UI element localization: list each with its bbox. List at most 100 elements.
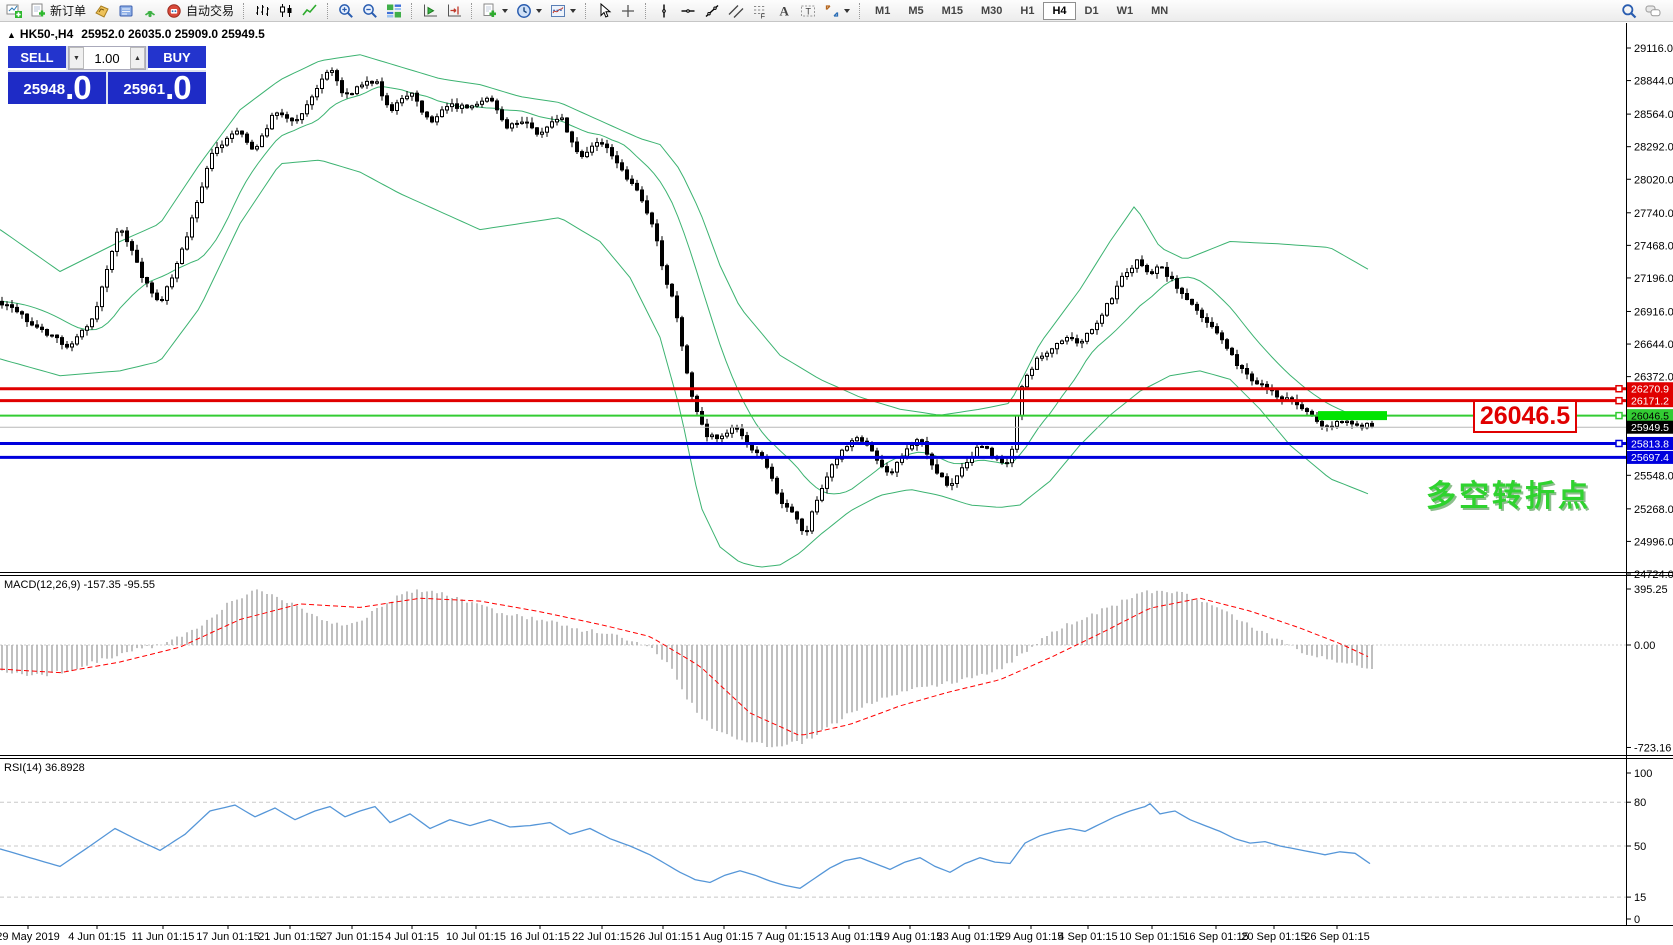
svg-text:16 Sep 01:15: 16 Sep 01:15	[1183, 931, 1248, 943]
price-annotation-box[interactable]: 26046.5	[1473, 400, 1577, 433]
timeframe-mn-button[interactable]: MN	[1151, 4, 1169, 17]
candles-layer	[0, 67, 1374, 536]
cursor-icon	[600, 2, 612, 18]
tile-windows-icon	[387, 4, 402, 17]
sell-button[interactable]: SELL	[8, 46, 66, 70]
signals-icon	[144, 10, 156, 17]
arrows-button[interactable]	[821, 1, 853, 21]
svg-text:28020.0: 28020.0	[1634, 174, 1673, 186]
candlestick-chart-button[interactable]	[275, 1, 297, 21]
timeframe-h4-button[interactable]: H4	[1043, 1, 1076, 20]
dropdown-arrow-icon	[570, 8, 577, 13]
timeframe-d1-button[interactable]: D1	[1084, 4, 1099, 17]
svg-text:T: T	[806, 6, 812, 16]
svg-text:28292.0: 28292.0	[1634, 142, 1673, 154]
timeframe-w1-button[interactable]: W1	[1116, 4, 1134, 17]
templates-button[interactable]	[547, 1, 579, 21]
collapse-ohlc-toggle[interactable]: ▲	[7, 30, 16, 40]
timeframe-m5-button[interactable]: M5	[908, 4, 924, 17]
level-lines[interactable]	[0, 384, 1626, 459]
svg-text:25548.0: 25548.0	[1634, 470, 1673, 482]
periods-button[interactable]	[513, 1, 545, 21]
svg-text:23 Aug 01:15: 23 Aug 01:15	[937, 931, 1002, 943]
svg-text:4 Jun 01:15: 4 Jun 01:15	[68, 931, 126, 943]
price-axis[interactable]: 29116.0 28844.0 28564.0 28292.0 28020.0 27740…	[1626, 43, 1673, 581]
text-button[interactable]: A	[773, 1, 795, 21]
market-watch-button[interactable]	[91, 1, 113, 21]
signals-button[interactable]	[139, 1, 161, 21]
svg-text:29 May 2019: 29 May 2019	[0, 931, 60, 943]
tile-windows-button[interactable]	[383, 1, 405, 21]
vertical-line-button[interactable]	[653, 1, 675, 21]
buy-button[interactable]: BUY	[148, 46, 206, 70]
equidistant-channel-button[interactable]	[725, 1, 747, 21]
svg-text:26171.2: 26171.2	[1631, 395, 1669, 407]
zoom-out-button[interactable]	[359, 1, 381, 21]
svg-text:22 Jul 01:15: 22 Jul 01:15	[572, 931, 632, 943]
rsi-label: RSI(14) 36.8928	[4, 762, 85, 774]
dropdown-arrow-icon	[536, 8, 543, 13]
navigator-icon	[119, 5, 133, 16]
svg-text:25813.8: 25813.8	[1631, 438, 1669, 450]
trendline-button[interactable]	[701, 1, 723, 21]
indicators-button[interactable]	[479, 1, 511, 21]
svg-text:25268.0: 25268.0	[1634, 504, 1673, 516]
autotrading-button[interactable]: 自动交易	[163, 1, 237, 21]
cursor-button[interactable]	[593, 1, 615, 21]
chart-shift-button[interactable]	[443, 1, 465, 21]
line-chart-button[interactable]	[299, 1, 321, 21]
volume-input[interactable]: 1.00	[94, 50, 120, 66]
volume-increase-button[interactable]: ▲	[130, 47, 145, 69]
fibonacci-icon: F	[754, 5, 767, 19]
timeframe-m1-button[interactable]: M1	[875, 4, 891, 17]
timeframe-m15-button[interactable]: M15	[941, 4, 963, 17]
svg-text:4 Jul 01:15: 4 Jul 01:15	[385, 931, 439, 943]
channel-icon	[728, 4, 744, 18]
search-button[interactable]	[1618, 1, 1640, 21]
toolbar-separator	[471, 2, 473, 19]
volume-decrease-button[interactable]: ▼	[69, 47, 84, 69]
svg-text:10 Sep 01:15: 10 Sep 01:15	[1119, 931, 1184, 943]
new-chart-button[interactable]	[3, 1, 25, 21]
arrows-icon	[825, 4, 839, 17]
svg-text:28844.0: 28844.0	[1634, 76, 1673, 88]
dropdown-arrow-icon	[502, 8, 509, 13]
search-icon	[1622, 3, 1637, 18]
periods-icon	[517, 3, 531, 18]
vertical-line-icon	[662, 4, 666, 17]
zoom-out-icon	[363, 3, 377, 18]
auto-scroll-button[interactable]	[419, 1, 441, 21]
crosshair-icon	[622, 4, 635, 17]
new-order-button[interactable]: 新订单	[27, 1, 89, 21]
buy-price[interactable]: 25961.0	[108, 71, 206, 104]
text-label-button[interactable]: T	[797, 1, 819, 21]
svg-text:17 Jun 01:15: 17 Jun 01:15	[196, 931, 260, 943]
turning-point-note[interactable]: 多空转折点	[1426, 480, 1591, 513]
autotrading-icon	[167, 3, 181, 18]
buy-price-main: 25961	[123, 81, 166, 98]
svg-text:19 Aug 01:15: 19 Aug 01:15	[878, 931, 943, 943]
svg-text:25949.5: 25949.5	[1631, 422, 1669, 434]
navigator-button[interactable]	[115, 1, 137, 21]
volume-control: ▼ 1.00 ▲	[68, 46, 146, 70]
bar-chart-button[interactable]	[251, 1, 273, 21]
svg-text:27196.0: 27196.0	[1634, 273, 1673, 285]
zoom-in-button[interactable]	[335, 1, 357, 21]
chat-icon	[1645, 5, 1661, 16]
sell-price[interactable]: 25948.0	[8, 71, 106, 104]
chart-canvas[interactable]: 29116.0 28844.0 28564.0 28292.0 28020.0 27740…	[0, 23, 1673, 945]
level-highlight[interactable]	[1318, 411, 1387, 421]
timeframe-m30-button[interactable]: M30	[981, 4, 1003, 17]
timeframe-h1-button[interactable]: H1	[1020, 4, 1035, 17]
svg-text:50: 50	[1634, 841, 1646, 853]
crosshair-button[interactable]	[617, 1, 639, 21]
new-order-icon	[31, 3, 45, 16]
fibonacci-button[interactable]: F	[749, 1, 771, 21]
toolbar-separator	[645, 2, 647, 19]
svg-text:26 Jul 01:15: 26 Jul 01:15	[633, 931, 693, 943]
chat-button[interactable]	[1642, 1, 1664, 21]
horizontal-line-button[interactable]	[677, 1, 699, 21]
toolbar-separator	[411, 2, 413, 19]
time-axis[interactable]: 29 May 2019 4 Jun 01:15 11 Jun 01:15 17 Jun…	[0, 925, 1370, 943]
